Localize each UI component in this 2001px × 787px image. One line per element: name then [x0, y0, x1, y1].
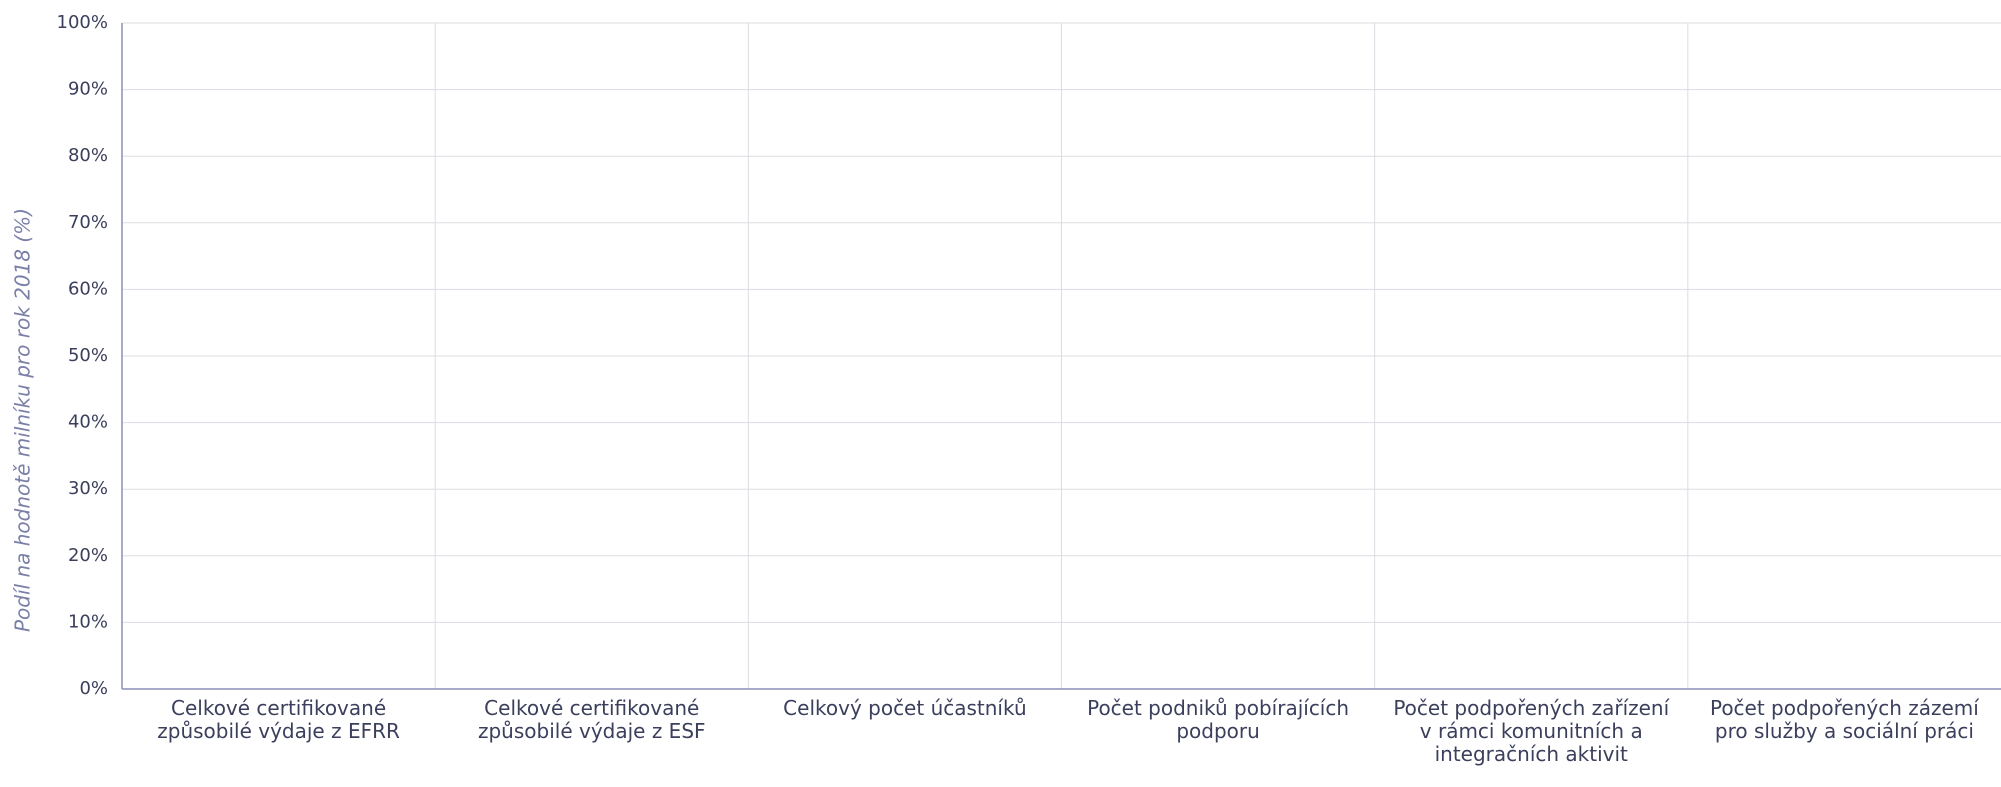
y-tick-label: 80% [68, 145, 108, 166]
y-tick-label: 100% [57, 12, 108, 33]
y-tick-label: 10% [68, 611, 108, 632]
y-tick-label: 20% [68, 545, 108, 566]
x-tick-label: Počet podniků pobírajících podporu [1087, 696, 1350, 743]
x-tick-label: Celkový počet účastníků [783, 696, 1027, 720]
y-tick-label: 70% [68, 212, 108, 233]
x-tick-label: Celkové certifikované způsobilé výdaje z… [477, 696, 706, 743]
y-tick-label: 90% [68, 79, 108, 100]
y-tick-label: 30% [68, 478, 108, 499]
y-tick-label: 60% [68, 278, 108, 299]
y-axis-label: Podíl na hodnotě milníku pro rok 2018 (%… [11, 208, 35, 632]
x-tick-label: Počet podpořených zařízení v rámci komun… [1393, 696, 1670, 766]
y-tick-label: 50% [68, 345, 108, 366]
y-tick-label: 0% [79, 678, 108, 699]
x-tick-label: Počet podpořených zázemí pro služby a so… [1709, 696, 1979, 743]
y-tick-label: 40% [68, 412, 108, 433]
x-tick-label: Celkové certifikované způsobilé výdaje z… [157, 696, 400, 743]
